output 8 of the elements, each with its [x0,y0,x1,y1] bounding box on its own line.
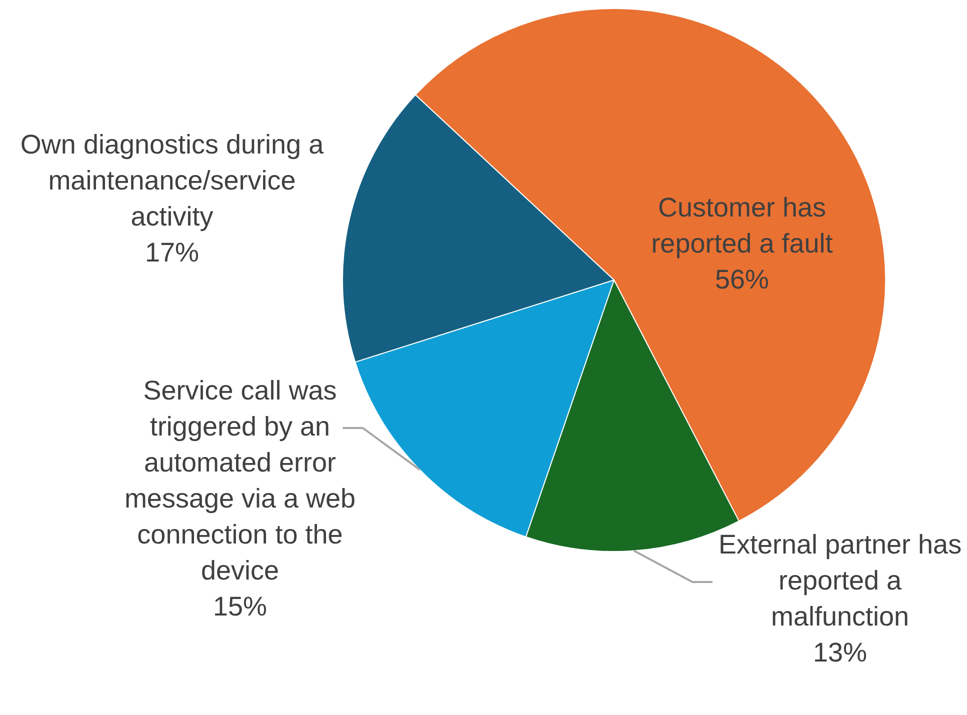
slice-label: External partner has reported a malfunction [718,529,962,632]
slice-label: Customer has reported a fault [651,192,834,258]
data-label: 13% [812,637,868,668]
slice-label: Service call was triggered by an automated error message via a web connection to the device [124,375,356,586]
slice-label: Own diagnostics during a maintenance/service activity [20,129,325,232]
data-label: 15% [212,591,268,622]
data-label: 56% [714,264,770,294]
data-label: 17% [144,237,200,268]
